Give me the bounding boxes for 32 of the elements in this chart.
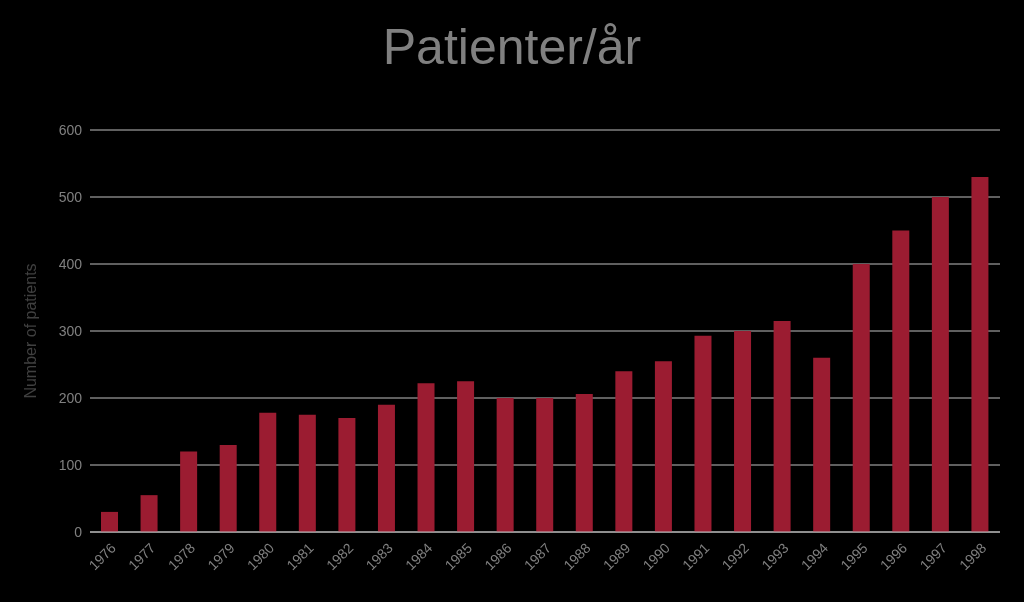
bar	[417, 383, 435, 532]
y-tick-label: 600	[58, 121, 83, 138]
bar	[298, 414, 316, 532]
chart-title: Patienter/år	[381, 18, 643, 76]
y-tick-label: 200	[58, 389, 83, 406]
bar	[457, 381, 475, 532]
bar	[892, 230, 910, 532]
bar	[931, 197, 949, 532]
y-tick-label: 300	[58, 322, 83, 339]
bar	[575, 393, 593, 532]
bar	[852, 264, 870, 532]
bar	[496, 398, 514, 532]
bar	[734, 331, 752, 532]
bar	[654, 361, 672, 532]
bar	[773, 320, 791, 532]
bar	[694, 335, 712, 532]
bar	[219, 444, 237, 532]
y-axis-title: Number of patients	[21, 263, 39, 399]
bar	[971, 176, 989, 532]
y-tick-label: 100	[58, 456, 83, 473]
bar	[813, 357, 831, 532]
bar	[536, 398, 554, 532]
bar	[338, 418, 356, 532]
bar	[259, 412, 277, 532]
bar	[180, 451, 198, 532]
bar	[615, 371, 633, 532]
y-tick-label: 400	[58, 255, 83, 272]
bar	[377, 404, 395, 532]
y-tick-label: 0	[74, 523, 83, 540]
bar	[140, 495, 158, 532]
y-tick-label: 500	[58, 188, 83, 205]
bar	[101, 511, 118, 532]
